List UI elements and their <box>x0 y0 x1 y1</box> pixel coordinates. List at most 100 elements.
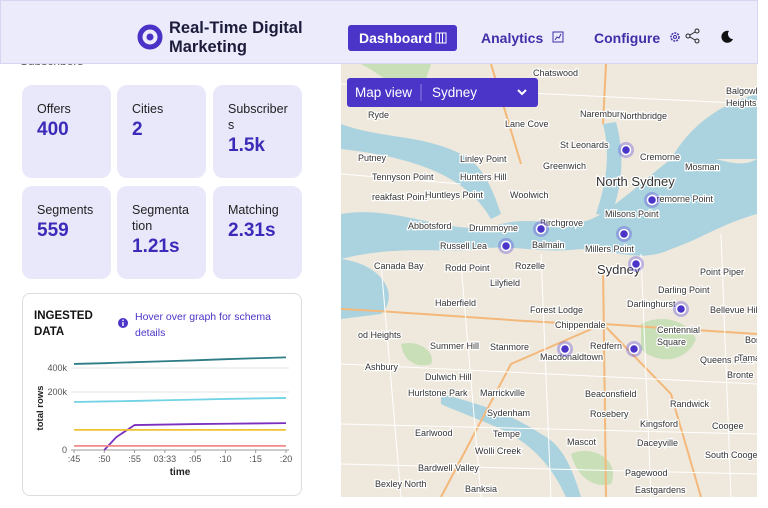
stat-value: 1.5k <box>228 135 265 156</box>
map[interactable]: Chatswood Ryde Lane Cove NaremburnNorthbrid… <box>341 64 757 497</box>
map-label: Wolli Creek <box>475 446 521 456</box>
map-label: Eastgardens <box>635 485 686 495</box>
map-label: Pagewood <box>625 468 668 478</box>
nav-label[interactable]: Configure <box>594 30 661 46</box>
map-label: Bardwell Valley <box>418 463 479 473</box>
chart: 0 200k 400k:45:50:55 03:33:05:10:15:20 time t… <box>35 356 292 478</box>
stat-value: 1.21s <box>132 236 180 257</box>
map-label: Kingsford <box>640 419 678 429</box>
nav-label[interactable]: Analytics <box>481 30 544 46</box>
map-label: Northbridge <box>620 111 667 121</box>
x-tick-label: :05 <box>189 454 202 464</box>
map-marker-core <box>500 240 512 252</box>
map-label: Ashbury <box>365 362 399 372</box>
map-marker-core <box>630 258 642 270</box>
map-label: Mascot <box>567 437 597 447</box>
map-label: Tennyson Point <box>372 172 434 182</box>
configure-link[interactable]: Configure <box>594 30 681 48</box>
app-title: Real-Time Digital Marketing <box>169 19 303 56</box>
map-label: Bexley North <box>375 479 427 489</box>
header: Real-Time Digital Marketing Dashboard An… <box>0 0 758 64</box>
map-label: Rodd Point <box>445 263 490 273</box>
map-label: Marrickville <box>480 388 525 398</box>
stat-label: Offers <box>37 102 71 116</box>
map-label: Summer Hill <box>430 341 479 351</box>
theme-icon[interactable] <box>720 30 734 44</box>
stat-card: Cities 2 <box>117 85 206 178</box>
stat-value: 400 <box>37 119 69 140</box>
map-label: Centennial <box>657 325 700 335</box>
map-label: Rozelle <box>515 261 545 271</box>
map-label: Redfern <box>590 341 622 351</box>
map-label: Drummoyne <box>469 223 518 233</box>
stat-label: Subscribers <box>228 102 288 132</box>
map-label: Forest Lodge <box>530 305 583 315</box>
map-marker-core <box>618 228 630 240</box>
x-axis-label: time <box>170 467 191 478</box>
stat-value: 559 <box>37 220 69 241</box>
series-line <box>74 356 286 365</box>
x-tick-label: :55 <box>128 454 141 464</box>
map-label: Cremorne <box>640 152 680 162</box>
map-marker-core <box>628 343 640 355</box>
map-label: Mosman <box>685 162 720 172</box>
map-label: Abbotsford <box>408 221 452 231</box>
stat-card: Segments 559 <box>22 186 111 279</box>
logo <box>137 24 163 50</box>
map-label: Bronte <box>727 370 754 380</box>
series-line <box>74 397 286 403</box>
y-tick-label: 200k <box>47 387 67 397</box>
map-label: Hurlstone Park <box>408 388 468 398</box>
map-marker-core <box>675 303 687 315</box>
city-select[interactable]: Sydney <box>432 85 477 100</box>
map-label: Greenwich <box>543 161 586 171</box>
map-label: Darlinghurst <box>627 299 676 309</box>
icon <box>669 32 680 42</box>
map-label: Cremorne Point <box>650 194 714 204</box>
map-marker-core <box>559 343 571 355</box>
map-label: South Coogee <box>705 450 757 460</box>
map-label: Tempe <box>493 429 520 439</box>
map-label: Sydenham <box>487 408 530 418</box>
map-label: Macdonaldtown <box>540 352 603 362</box>
chart-title: INGESTED DATA <box>34 310 93 338</box>
map-label: Dulwich Hill <box>425 372 472 382</box>
analytics-link[interactable]: Analytics <box>481 30 564 48</box>
y-tick-label: 400k <box>47 363 67 373</box>
map-label: Rosebery <box>590 409 629 419</box>
icon <box>552 31 564 43</box>
stat-value: 2.31s <box>228 220 276 241</box>
x-tick-label: 03:33 <box>154 454 177 464</box>
stat-card: Offers 400 <box>22 85 111 178</box>
stat-label: Segments <box>37 203 94 217</box>
map-label: Woolwich <box>510 190 548 200</box>
map-label: Coogee <box>712 421 744 431</box>
map-label: North Sydney <box>596 174 675 189</box>
map-label: Chatswood <box>533 68 578 78</box>
map-label: Naremburn <box>580 109 625 119</box>
map-label: reakfast Point <box>372 192 428 202</box>
map-label: Stanmore <box>490 342 529 352</box>
stat-card: Subscribers 1.5k <box>213 85 302 178</box>
stat-label: Cities <box>132 102 164 116</box>
y-axis-label: total rows <box>35 386 46 431</box>
map-label: Putney <box>358 153 387 163</box>
map-label: Canada Bay <box>374 261 424 271</box>
info-icon <box>118 318 128 328</box>
chart-note[interactable]: Hover over graph for schema details <box>135 311 271 339</box>
map-label: Earlwood <box>415 428 453 438</box>
map-label: Heights <box>726 98 757 108</box>
stat-label: Segmentation <box>132 203 189 233</box>
map-label: Square <box>657 337 686 347</box>
nav-label[interactable]: Dashboard <box>359 30 433 46</box>
map-label: Lane Cove <box>505 119 549 129</box>
x-tick-label: :50 <box>98 454 111 464</box>
map-control[interactable]: Map view Sydney <box>347 78 538 107</box>
map-label: Lilyfield <box>490 278 520 288</box>
share-icon[interactable] <box>685 28 701 44</box>
y-tick-label: 0 <box>62 445 67 455</box>
map-label: Birchgrove <box>540 218 583 228</box>
dashboard-button[interactable]: Dashboard <box>348 25 457 51</box>
stat-card: Matching 2.31s <box>213 186 302 279</box>
map-marker-core <box>535 223 547 235</box>
